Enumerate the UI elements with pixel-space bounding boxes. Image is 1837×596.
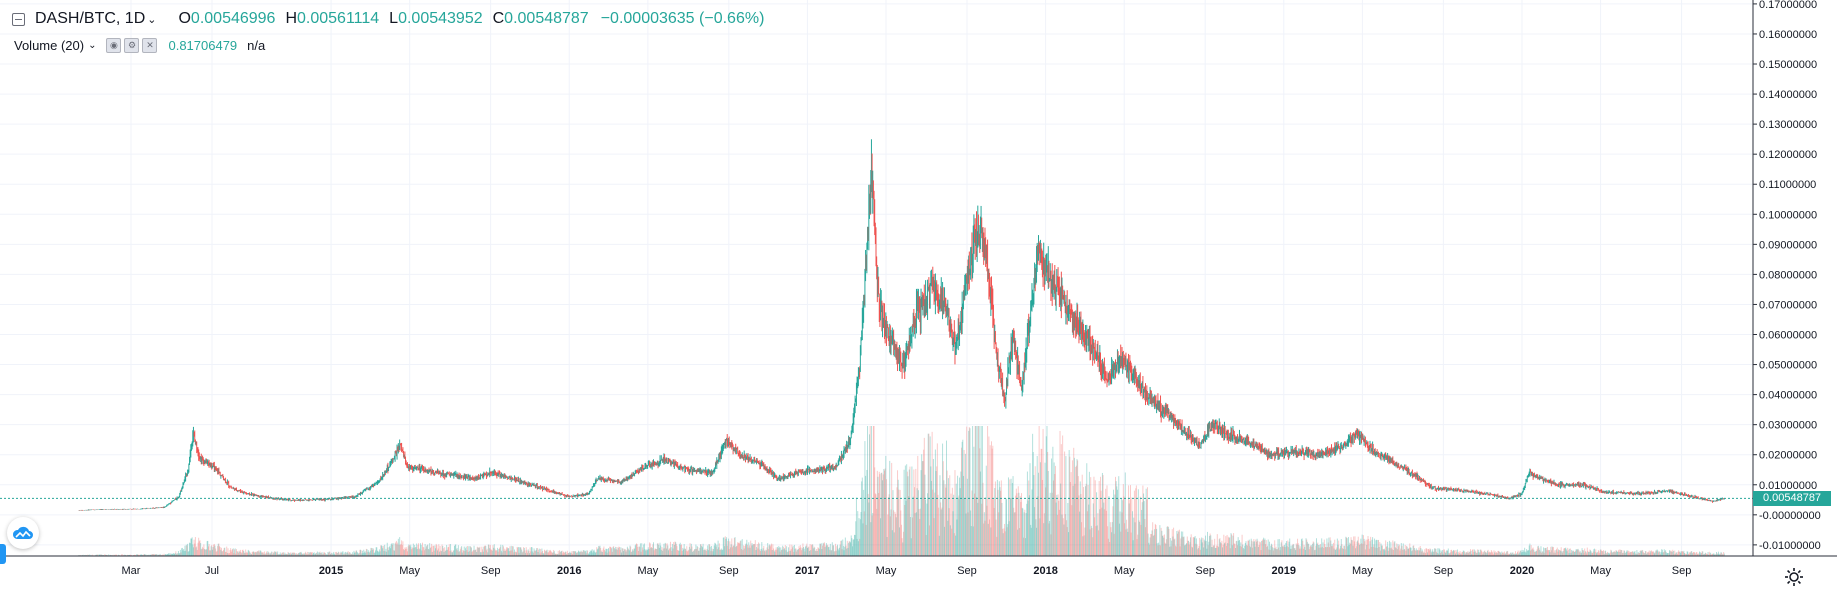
chart-canvas[interactable]: 0.170000000.160000000.150000000.14000000…: [0, 0, 1837, 591]
